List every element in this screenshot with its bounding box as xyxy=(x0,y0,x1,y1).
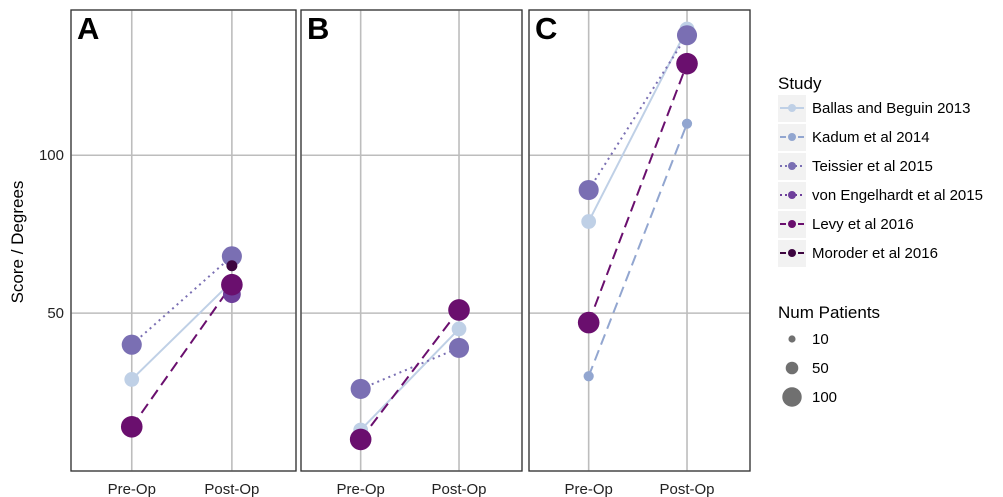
data-point xyxy=(583,371,594,382)
legend-label: Kadum et al 2014 xyxy=(812,129,930,146)
legend-title: Study xyxy=(778,74,822,93)
data-point xyxy=(120,415,143,438)
data-point xyxy=(577,311,600,334)
series-line xyxy=(131,255,233,346)
size-legend-point xyxy=(788,335,796,343)
legend-label: von Engelhardt et al 2015 xyxy=(812,187,983,204)
legend-item: Kadum et al 2014 xyxy=(778,124,930,151)
size-legend-item: 10 xyxy=(788,331,829,348)
size-legend-point xyxy=(782,387,802,407)
series-line xyxy=(587,63,688,323)
x-tick-label: Pre-Op xyxy=(564,481,612,497)
panel-c: Pre-Op Post-Op C xyxy=(528,9,751,497)
legend-key-point xyxy=(788,133,796,141)
data-point xyxy=(676,25,698,46)
legend-key-point xyxy=(788,162,796,170)
data-point xyxy=(121,334,142,355)
panel-b: Pre-Op Post-Op B xyxy=(300,9,523,497)
panel-background xyxy=(528,9,751,472)
size-legend-item: 50 xyxy=(785,360,829,377)
data-point xyxy=(221,273,243,296)
legend-item: Teissier et al 2015 xyxy=(778,153,933,180)
legend-item: Moroder et al 2016 xyxy=(778,240,938,267)
data-point xyxy=(124,372,140,387)
legend-label: Levy et al 2016 xyxy=(812,216,914,233)
size-legend-point xyxy=(785,361,799,375)
x-tick-label: Post-Op xyxy=(659,481,714,497)
size-legend-title: Num Patients xyxy=(778,303,880,322)
series-line xyxy=(587,123,688,377)
legend-key-point xyxy=(788,249,796,257)
panel-background xyxy=(70,9,297,472)
legend-item: Ballas and Beguin 2013 xyxy=(778,95,970,122)
y-tick-label: 100 xyxy=(39,147,64,164)
data-point xyxy=(349,428,372,451)
x-tick-label: Pre-Op xyxy=(336,481,384,497)
legend-key-point xyxy=(788,191,796,199)
data-point xyxy=(578,179,599,201)
series-line xyxy=(130,284,233,428)
y-axis-title: Score / Degrees xyxy=(8,181,27,304)
panel-border xyxy=(300,9,523,472)
size-legend-label: 10 xyxy=(812,331,829,348)
data-point xyxy=(676,52,698,75)
panel-label: A xyxy=(77,11,99,46)
legend-label: Moroder et al 2016 xyxy=(812,245,938,262)
data-point xyxy=(350,378,371,399)
series-line xyxy=(587,28,688,223)
panel-background xyxy=(300,9,523,472)
data-point xyxy=(581,214,597,229)
x-tick-label: Pre-Op xyxy=(108,481,156,497)
data-point xyxy=(448,299,470,321)
data-point xyxy=(681,118,693,129)
panel-border xyxy=(528,9,751,472)
size-legend-label: 100 xyxy=(812,389,837,406)
data-point xyxy=(448,337,470,358)
legend-item: Levy et al 2016 xyxy=(778,211,914,238)
y-tick-label: 50 xyxy=(47,305,64,322)
legend-label: Teissier et al 2015 xyxy=(812,158,933,175)
series-line xyxy=(359,328,460,431)
series-line xyxy=(359,309,460,441)
legend-item: von Engelhardt et al 2015 xyxy=(778,182,983,209)
data-point xyxy=(221,246,242,267)
x-tick-label: Post-Op xyxy=(204,481,259,497)
series-line xyxy=(131,280,233,381)
legend-key-point xyxy=(788,104,796,112)
data-point xyxy=(226,260,238,272)
data-point xyxy=(451,321,467,337)
x-tick-label: Post-Op xyxy=(431,481,486,497)
panel-label: C xyxy=(535,11,557,46)
panel-label: B xyxy=(307,11,329,46)
legend-label: Ballas and Beguin 2013 xyxy=(812,100,970,117)
size-legend-item: 100 xyxy=(782,387,837,407)
legend: Study Ballas and Beguin 2013 Kadum et al 2… xyxy=(778,74,983,407)
panel-a: Pre-Op Post-Op A xyxy=(70,9,297,497)
size-legend-label: 50 xyxy=(812,360,829,377)
legend-key-point xyxy=(788,220,796,228)
panel-border xyxy=(70,9,297,472)
series-line xyxy=(587,34,688,191)
